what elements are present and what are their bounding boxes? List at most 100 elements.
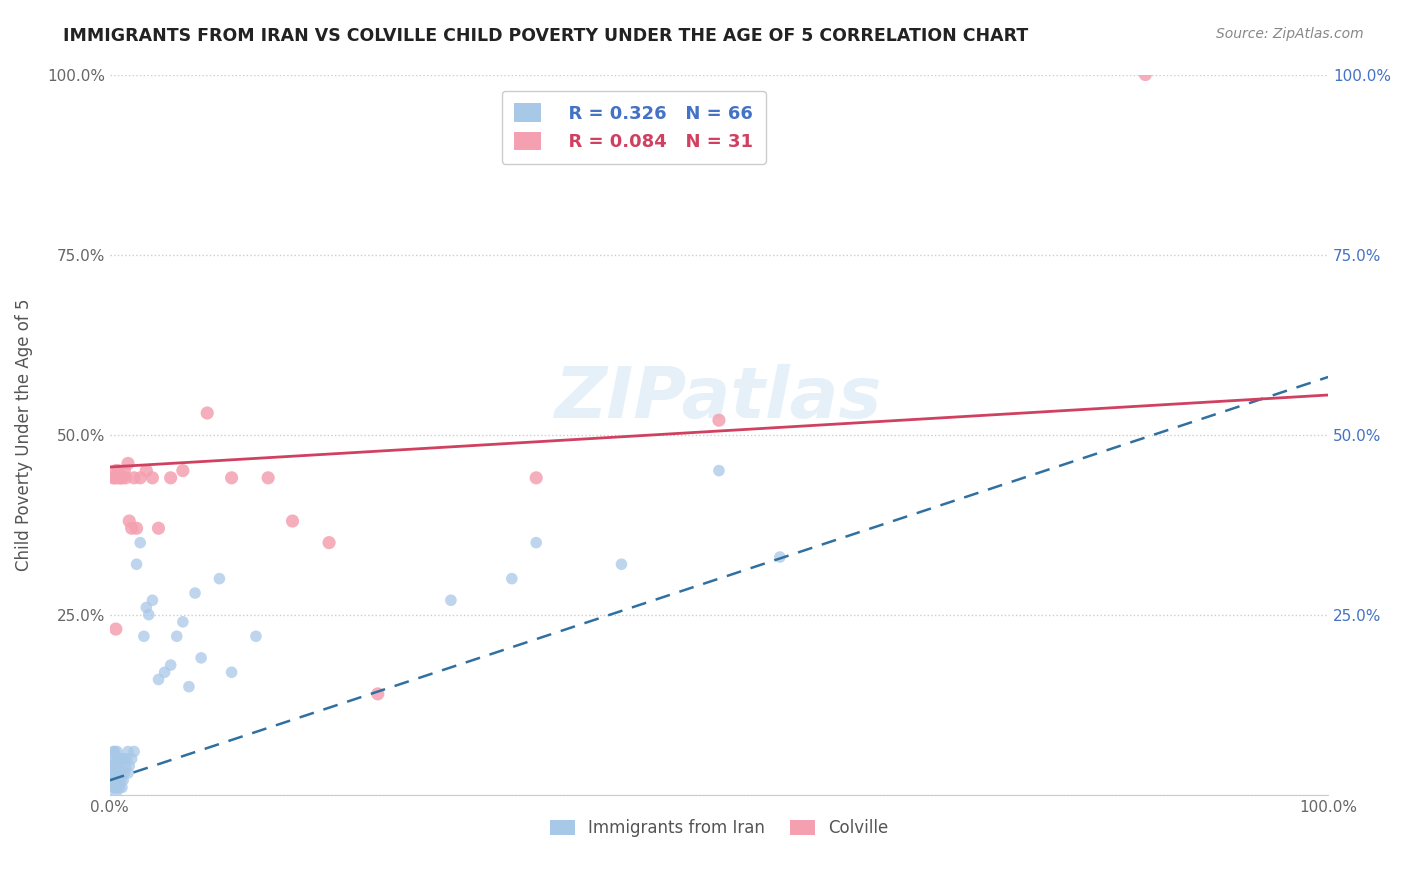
Point [104, 471, 127, 485]
Point [105, 759, 128, 773]
Point [104, 464, 127, 478]
Point [138, 607, 160, 622]
Point [112, 773, 135, 788]
Point [104, 752, 127, 766]
Point [769, 549, 792, 564]
Point [159, 658, 181, 673]
Point [610, 558, 633, 572]
Legend: Immigrants from Iran, Colville: Immigrants from Iran, Colville [543, 813, 896, 844]
Point [281, 514, 304, 528]
Point [104, 780, 127, 795]
Point [112, 752, 135, 766]
Point [135, 600, 157, 615]
Point [221, 471, 243, 485]
Point [190, 651, 212, 665]
Point [153, 665, 176, 680]
Point [110, 471, 132, 485]
Point [141, 593, 163, 607]
Point [103, 744, 125, 758]
Point [101, 759, 124, 773]
Point [172, 615, 194, 629]
Point [121, 521, 143, 535]
Point [104, 622, 127, 636]
Point [107, 766, 129, 780]
Point [104, 759, 127, 773]
Point [105, 773, 128, 788]
Point [108, 780, 131, 795]
Point [103, 752, 125, 766]
Point [148, 521, 170, 535]
Point [108, 471, 131, 485]
Point [108, 759, 131, 773]
Point [132, 629, 155, 643]
Text: Source: ZipAtlas.com: Source: ZipAtlas.com [1216, 27, 1364, 41]
Point [117, 457, 139, 471]
Point [440, 593, 463, 607]
Point [707, 464, 730, 478]
Point [159, 471, 181, 485]
Point [707, 413, 730, 427]
Point [166, 629, 188, 643]
Point [108, 766, 131, 780]
Point [103, 471, 125, 485]
Point [141, 471, 163, 485]
Point [117, 744, 139, 758]
Point [318, 535, 340, 549]
Point [112, 464, 135, 478]
Point [104, 744, 127, 758]
Point [107, 464, 129, 478]
Point [114, 759, 136, 773]
Point [125, 558, 148, 572]
Point [105, 471, 128, 485]
Point [118, 759, 141, 773]
Point [114, 471, 136, 485]
Point [501, 572, 523, 586]
Point [103, 780, 125, 795]
Point [107, 773, 129, 788]
Point [104, 780, 127, 795]
Point [184, 586, 207, 600]
Point [104, 766, 127, 780]
Point [129, 535, 152, 549]
Point [104, 773, 127, 788]
Point [104, 773, 127, 788]
Text: IMMIGRANTS FROM IRAN VS COLVILLE CHILD POVERTY UNDER THE AGE OF 5 CORRELATION CH: IMMIGRANTS FROM IRAN VS COLVILLE CHILD P… [63, 27, 1029, 45]
Point [105, 780, 128, 795]
Point [125, 521, 148, 535]
Point [117, 766, 139, 780]
Point [1135, 68, 1157, 82]
Point [101, 773, 124, 788]
Point [112, 766, 135, 780]
Point [118, 514, 141, 528]
Point [221, 665, 243, 680]
Point [115, 752, 138, 766]
Point [104, 766, 127, 780]
Point [110, 752, 132, 766]
Point [103, 773, 125, 788]
Point [245, 629, 267, 643]
Point [208, 572, 231, 586]
Point [122, 471, 145, 485]
Point [107, 752, 129, 766]
Point [524, 471, 547, 485]
Point [111, 471, 134, 485]
Point [195, 406, 218, 420]
Point [122, 744, 145, 758]
Point [111, 766, 134, 780]
Point [103, 766, 125, 780]
Point [129, 471, 152, 485]
Point [104, 759, 127, 773]
Y-axis label: Child Poverty Under the Age of 5: Child Poverty Under the Age of 5 [15, 298, 32, 571]
Point [135, 464, 157, 478]
Point [105, 744, 128, 758]
Point [111, 780, 134, 795]
Text: ZIPatlas: ZIPatlas [555, 364, 883, 434]
Point [177, 680, 200, 694]
Point [367, 687, 389, 701]
Point [111, 752, 134, 766]
Point [172, 464, 194, 478]
Point [524, 535, 547, 549]
Point [148, 673, 170, 687]
Point [110, 773, 132, 788]
Point [257, 471, 280, 485]
